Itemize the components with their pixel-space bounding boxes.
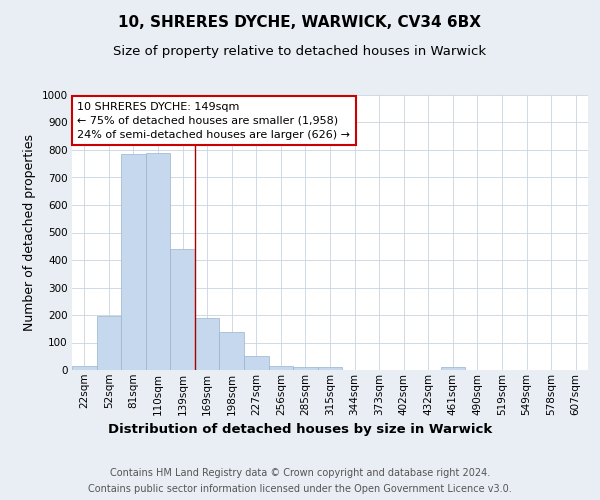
Text: Contains public sector information licensed under the Open Government Licence v3: Contains public sector information licen… [88,484,512,494]
Y-axis label: Number of detached properties: Number of detached properties [23,134,36,331]
Text: 10 SHRERES DYCHE: 149sqm
← 75% of detached houses are smaller (1,958)
24% of sem: 10 SHRERES DYCHE: 149sqm ← 75% of detach… [77,102,350,140]
Bar [440,367,465,370]
Text: 10, SHRERES DYCHE, WARWICK, CV34 6BX: 10, SHRERES DYCHE, WARWICK, CV34 6BX [119,15,482,30]
Text: Distribution of detached houses by size in Warwick: Distribution of detached houses by size … [108,422,492,436]
Bar [244,356,269,370]
Bar [97,316,121,370]
Bar [170,249,195,370]
Bar [195,318,220,370]
Bar [121,154,146,370]
Bar [220,332,244,370]
Bar [72,366,97,370]
Bar [318,367,342,370]
Text: Size of property relative to detached houses in Warwick: Size of property relative to detached ho… [113,45,487,58]
Bar [269,366,293,370]
Bar [146,153,170,370]
Text: Contains HM Land Registry data © Crown copyright and database right 2024.: Contains HM Land Registry data © Crown c… [110,468,490,477]
Bar [293,367,318,370]
